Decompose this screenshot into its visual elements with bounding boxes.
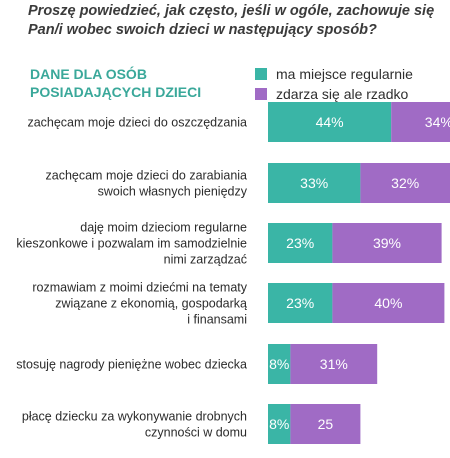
bar-segment-series1: [268, 163, 361, 203]
data-label-series1: 33%: [300, 175, 328, 191]
bar-segment-series2: [290, 404, 361, 444]
bar-group-2: zachęcam moje dzieci do zarabiania swoich…: [46, 163, 450, 203]
bar-segment-series2: [332, 223, 442, 263]
bar-segment-series2: [332, 283, 445, 323]
data-label-series1: 44%: [316, 114, 344, 130]
legend-label-series2: zdarza się ale rzadko: [276, 86, 409, 102]
data-label-series2: 32%: [391, 175, 419, 191]
bar-segment-series2: [360, 163, 450, 203]
chart-title: DANE DLA OSÓB POSIADAJĄCYCH DZIECI: [30, 66, 202, 100]
category-label: rozmawiam z moimi dziećmi na tematy związ…: [32, 281, 247, 327]
question-title: Proszę powiedzieć, jak często, jeśli w o…: [28, 3, 435, 38]
bar-segment-series2: [391, 102, 450, 142]
bar-segment-series1: [268, 344, 291, 384]
bar-segment-series1: [268, 404, 291, 444]
category-label: daję moim dzieciom regularne kieszonkowe …: [16, 221, 247, 267]
data-label-series1: 8%: [269, 416, 289, 432]
legend-label-series1: ma miejsce regularnie: [276, 66, 413, 82]
bar-group-3: daję moim dzieciom regularne kieszonkowe …: [16, 221, 442, 267]
data-label-series1: 8%: [269, 356, 289, 372]
bar-segment-series1: [268, 102, 392, 142]
category-label: zachęcam moje dzieci do oszczędzania: [27, 116, 247, 130]
legend-item-series1: ma miejsce regularnie: [255, 64, 413, 84]
bar-group-1: zachęcam moje dzieci do oszczędzania 44% 3…: [27, 102, 450, 142]
bar-segment-series2: [290, 344, 378, 384]
legend-swatch-series2: [255, 88, 267, 100]
category-label: zachęcam moje dzieci do zarabiania swoich…: [46, 169, 248, 199]
category-label: płacę dziecku za wykonywanie drobnych czy…: [22, 410, 247, 440]
bar-segment-series1: [268, 223, 333, 263]
legend-swatch-series1: [255, 68, 267, 80]
legend-item-series2: zdarza się ale rzadko: [255, 84, 413, 104]
data-label-series2: 39%: [373, 235, 401, 251]
bar-group-4: rozmawiam z moimi dziećmi na tematy związ…: [32, 281, 445, 327]
data-label-series2: 40%: [374, 295, 402, 311]
legend: ma miejsce regularnie zdarza się ale rza…: [255, 64, 413, 104]
bar-group-5: stosuję nagrody pieniężne wobec dziecka 8…: [16, 344, 378, 384]
category-label: stosuję nagrody pieniężne wobec dziecka: [16, 358, 247, 372]
data-label-series1: 23%: [286, 295, 314, 311]
data-label-series2: 31%: [320, 356, 348, 372]
bar-segment-series1: [268, 283, 333, 323]
data-label-series2: 25: [318, 416, 334, 432]
data-label-series1: 23%: [286, 235, 314, 251]
data-label-series2: 34%: [425, 114, 450, 130]
bar-group-6: płacę dziecku za wykonywanie drobnych czy…: [22, 404, 361, 444]
